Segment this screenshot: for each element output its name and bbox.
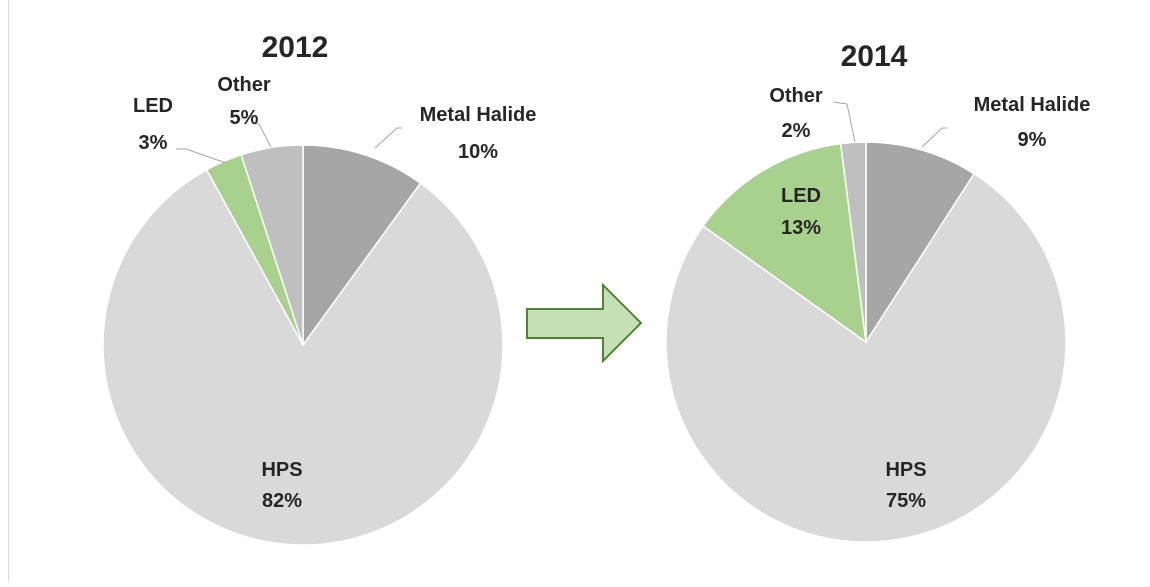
- slice-label-metal-halide: Metal Halide: [420, 104, 537, 126]
- chart-title: 2012: [262, 31, 329, 64]
- slice-value-metal-halide: 10%: [458, 141, 498, 163]
- chart-title: 2014: [841, 40, 908, 73]
- slice-value-other: 2%: [782, 120, 811, 142]
- slice-hps: [665, 172, 1067, 543]
- slice-label-led: LED: [781, 185, 821, 207]
- slice-metal-halide: [865, 141, 976, 345]
- slice-hps: [102, 168, 504, 546]
- slice-label-other: Other: [769, 85, 823, 107]
- leader-line-other: [254, 123, 272, 148]
- slice-value-hps: 82%: [262, 490, 302, 512]
- left-border-line: [8, 0, 9, 582]
- slice-led: [702, 142, 867, 344]
- pie-chart-2012: 2012 Metal Halide 10% HPS 82% LED 3% Other 5%: [102, 31, 537, 546]
- pie-chart-2014: 2014 Metal Halide 9% HPS 75% LED 13% Other 2%: [665, 40, 1091, 543]
- slice-label-led: LED: [133, 95, 173, 117]
- slice-value-led: 3%: [139, 132, 168, 154]
- leader-line-metal-halide: [374, 127, 402, 149]
- slice-value-other: 5%: [230, 107, 259, 129]
- slice-metal-halide: [302, 144, 422, 348]
- leader-line-metal-halide: [921, 127, 947, 148]
- slice-label-metal-halide: Metal Halide: [974, 94, 1091, 116]
- slice-value-metal-halide: 9%: [1018, 129, 1047, 151]
- leader-line-other: [832, 101, 856, 143]
- slice-other: [839, 141, 867, 343]
- slice-label-hps: HPS: [261, 459, 302, 481]
- slice-value-led: 13%: [781, 217, 821, 239]
- slice-label-other: Other: [217, 74, 271, 96]
- slice-label-hps: HPS: [885, 459, 926, 481]
- slice-value-hps: 75%: [886, 490, 926, 512]
- leader-line-led: [176, 148, 227, 164]
- slice-other: [240, 144, 304, 346]
- right-arrow-icon: [526, 282, 643, 364]
